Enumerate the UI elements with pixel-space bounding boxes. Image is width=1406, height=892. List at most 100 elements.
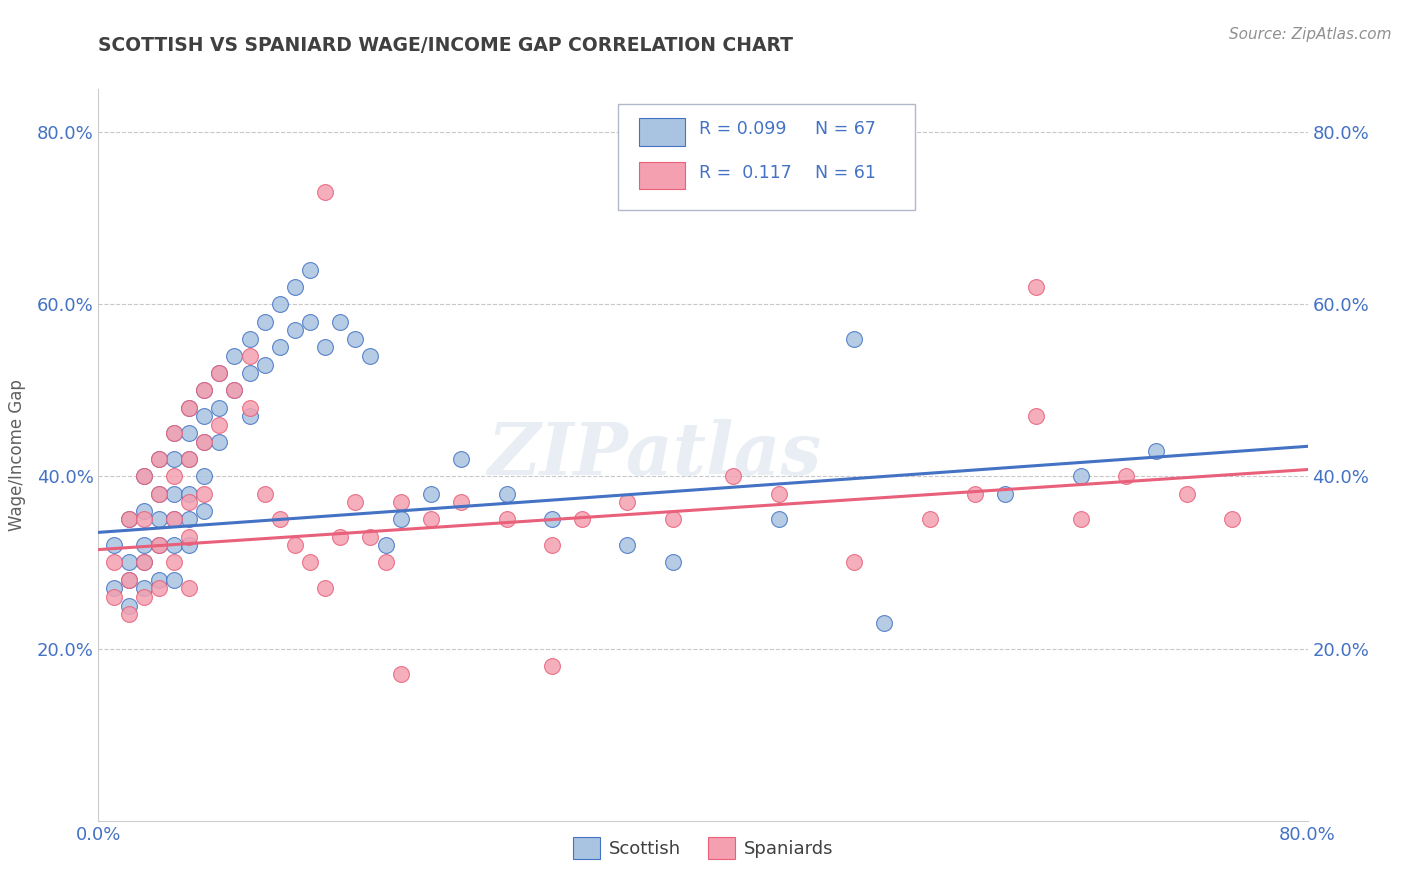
Point bbox=[661, 512, 683, 526]
Point bbox=[284, 280, 307, 294]
Point bbox=[314, 186, 336, 200]
Point bbox=[540, 658, 562, 673]
Point bbox=[224, 384, 246, 398]
Point bbox=[360, 349, 382, 363]
Point bbox=[224, 384, 246, 398]
Point bbox=[193, 435, 215, 450]
Point bbox=[118, 607, 141, 621]
Point bbox=[253, 314, 276, 328]
Point bbox=[163, 452, 186, 467]
Point bbox=[148, 573, 170, 587]
Point bbox=[132, 556, 155, 570]
Point bbox=[148, 452, 170, 467]
Point bbox=[360, 530, 382, 544]
Point bbox=[1024, 280, 1046, 294]
Point bbox=[193, 384, 215, 398]
Point bbox=[193, 384, 215, 398]
Point bbox=[299, 556, 322, 570]
Text: N = 67: N = 67 bbox=[815, 120, 876, 138]
Point bbox=[1070, 512, 1092, 526]
Point bbox=[179, 486, 201, 500]
Y-axis label: Wage/Income Gap: Wage/Income Gap bbox=[7, 379, 25, 531]
Point bbox=[132, 504, 155, 518]
Point bbox=[132, 469, 155, 483]
Point bbox=[163, 573, 186, 587]
Point bbox=[420, 486, 443, 500]
Point bbox=[1175, 486, 1198, 500]
Text: ZIPatlas: ZIPatlas bbox=[488, 419, 821, 491]
Point bbox=[239, 401, 262, 415]
Point bbox=[450, 452, 472, 467]
Point bbox=[179, 582, 201, 596]
Point bbox=[163, 512, 186, 526]
Point bbox=[571, 512, 593, 526]
Point bbox=[344, 332, 367, 346]
FancyBboxPatch shape bbox=[638, 118, 685, 145]
Point bbox=[118, 599, 141, 613]
Point bbox=[374, 556, 396, 570]
Point bbox=[163, 512, 186, 526]
Point bbox=[132, 556, 155, 570]
Point bbox=[269, 512, 291, 526]
Point bbox=[239, 366, 262, 380]
Point bbox=[253, 358, 276, 372]
Point bbox=[768, 512, 790, 526]
Point bbox=[193, 409, 215, 424]
Point bbox=[1070, 469, 1092, 483]
Point bbox=[1115, 469, 1137, 483]
Point bbox=[148, 582, 170, 596]
Point bbox=[163, 556, 186, 570]
Point bbox=[118, 512, 141, 526]
Point bbox=[132, 590, 155, 604]
Point bbox=[163, 426, 186, 441]
Point bbox=[132, 469, 155, 483]
Point bbox=[994, 486, 1017, 500]
Text: N = 61: N = 61 bbox=[815, 164, 876, 182]
Point bbox=[118, 556, 141, 570]
Point bbox=[389, 495, 412, 509]
Point bbox=[1144, 443, 1167, 458]
Point bbox=[450, 495, 472, 509]
Point bbox=[269, 340, 291, 354]
Point bbox=[208, 366, 231, 380]
Point bbox=[179, 426, 201, 441]
Point bbox=[314, 582, 336, 596]
Point bbox=[239, 409, 262, 424]
Point bbox=[495, 512, 517, 526]
Point bbox=[873, 615, 896, 630]
Point bbox=[420, 512, 443, 526]
Point bbox=[193, 469, 215, 483]
Point bbox=[495, 486, 517, 500]
Point bbox=[193, 504, 215, 518]
Point bbox=[284, 538, 307, 552]
Point bbox=[844, 332, 866, 346]
Point bbox=[329, 530, 352, 544]
Point bbox=[148, 512, 170, 526]
Point bbox=[239, 332, 262, 346]
Point bbox=[103, 582, 125, 596]
Point bbox=[918, 512, 941, 526]
Point bbox=[224, 349, 246, 363]
Text: Source: ZipAtlas.com: Source: ZipAtlas.com bbox=[1229, 27, 1392, 42]
Point bbox=[179, 530, 201, 544]
Point bbox=[118, 573, 141, 587]
Point bbox=[208, 435, 231, 450]
Point bbox=[253, 486, 276, 500]
Point bbox=[661, 556, 683, 570]
Point bbox=[299, 314, 322, 328]
Point bbox=[179, 512, 201, 526]
Point bbox=[374, 538, 396, 552]
Point bbox=[103, 590, 125, 604]
Legend: Scottish, Spaniards: Scottish, Spaniards bbox=[565, 830, 841, 866]
Point bbox=[208, 366, 231, 380]
Point bbox=[284, 323, 307, 337]
Point bbox=[118, 573, 141, 587]
Text: R =  0.117: R = 0.117 bbox=[699, 164, 792, 182]
Point bbox=[269, 297, 291, 311]
Point bbox=[723, 469, 745, 483]
Point bbox=[616, 538, 638, 552]
Point bbox=[616, 495, 638, 509]
Point bbox=[389, 667, 412, 681]
Point bbox=[208, 417, 231, 432]
Point bbox=[118, 512, 141, 526]
